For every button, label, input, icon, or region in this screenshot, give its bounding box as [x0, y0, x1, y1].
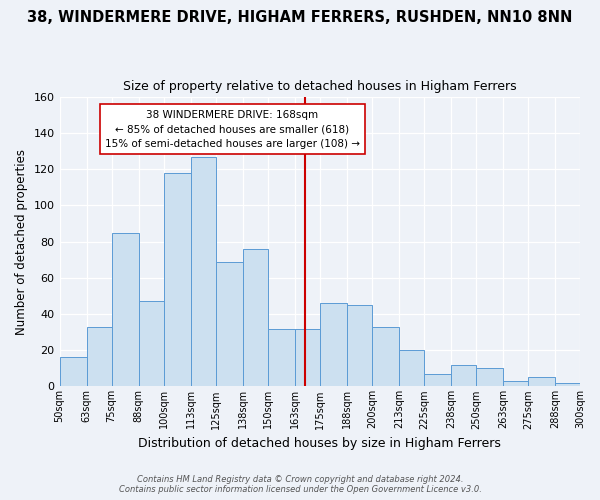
Bar	[139, 302, 164, 386]
Text: Contains HM Land Registry data © Crown copyright and database right 2024.
Contai: Contains HM Land Registry data © Crown c…	[119, 474, 481, 494]
Bar	[112, 232, 139, 386]
Bar	[399, 350, 424, 387]
Bar	[191, 156, 215, 386]
Bar	[372, 326, 399, 386]
Bar	[555, 383, 580, 386]
Bar	[528, 378, 555, 386]
Bar	[424, 374, 451, 386]
Bar	[86, 326, 112, 386]
Bar	[347, 305, 372, 386]
Title: Size of property relative to detached houses in Higham Ferrers: Size of property relative to detached ho…	[123, 80, 517, 93]
Bar	[476, 368, 503, 386]
X-axis label: Distribution of detached houses by size in Higham Ferrers: Distribution of detached houses by size …	[139, 437, 501, 450]
Bar	[451, 364, 476, 386]
Bar	[215, 262, 243, 386]
Bar	[59, 358, 86, 386]
Bar	[243, 249, 268, 386]
Bar	[503, 381, 528, 386]
Bar	[164, 173, 191, 386]
Y-axis label: Number of detached properties: Number of detached properties	[15, 148, 28, 334]
Bar	[320, 303, 347, 386]
Text: 38 WINDERMERE DRIVE: 168sqm
← 85% of detached houses are smaller (618)
15% of se: 38 WINDERMERE DRIVE: 168sqm ← 85% of det…	[105, 110, 360, 149]
Bar	[268, 328, 295, 386]
Text: 38, WINDERMERE DRIVE, HIGHAM FERRERS, RUSHDEN, NN10 8NN: 38, WINDERMERE DRIVE, HIGHAM FERRERS, RU…	[28, 10, 572, 25]
Bar	[295, 328, 320, 386]
